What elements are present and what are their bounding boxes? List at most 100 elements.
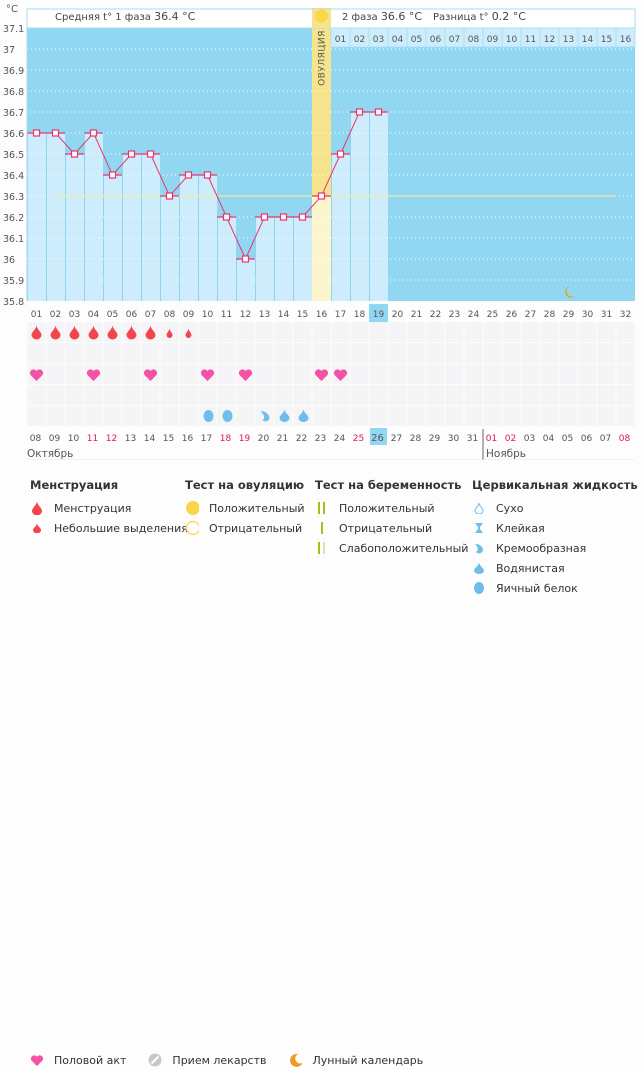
fluid-watery-icon (279, 409, 290, 422)
fluid-egg-white-icon (203, 410, 214, 422)
calendar-date: 30 (448, 434, 460, 444)
symptom-cell (483, 364, 502, 384)
intercourse-heart-icon (200, 369, 215, 381)
symptom-cell (502, 385, 521, 405)
symptom-cell (464, 406, 483, 426)
symptom-cell (464, 322, 483, 342)
drop-large-icon (30, 500, 44, 516)
cycle-day-label: 14 (278, 310, 290, 320)
y-tick-label: 36.8 (3, 87, 24, 98)
symptom-cell (521, 406, 540, 426)
legend-label: Водянистая (496, 561, 565, 575)
symptom-cell (483, 343, 502, 363)
cycle-day-label: 04 (88, 310, 100, 320)
intercourse-heart-icon (29, 369, 44, 381)
legend-item: Небольшие выделения (30, 518, 188, 538)
symptom-cell (27, 385, 46, 405)
phase2-day-label: 04 (392, 35, 404, 45)
calendar-date: 01 (486, 434, 497, 444)
y-tick-label: 36.5 (3, 150, 24, 161)
calendar-date: 05 (562, 434, 573, 444)
cycle-day-label: 26 (506, 310, 518, 320)
symptom-cell (578, 406, 597, 426)
watery-icon (472, 560, 486, 576)
calendar-date: 09 (49, 434, 61, 444)
ovulation-column-lower (312, 196, 331, 301)
temperature-bar (141, 154, 160, 301)
cycle-day-label: 22 (430, 310, 441, 320)
y-tick-label: 37 (3, 45, 15, 56)
legend-label: Яичный белок (496, 581, 578, 595)
calendar-date: 23 (315, 434, 326, 444)
phase2-day-label: 02 (354, 35, 365, 45)
symptom-cell (217, 322, 236, 342)
symptom-cell (141, 406, 160, 426)
symptom-cell (103, 343, 122, 363)
symptom-cell (464, 343, 483, 363)
symptom-cell (236, 343, 255, 363)
temperature-point (374, 108, 383, 116)
heart-icon (30, 1052, 44, 1068)
calendar-date: 29 (429, 434, 441, 444)
symptom-cell (597, 343, 616, 363)
legend-title: Менструация (30, 478, 119, 492)
symptom-cell (616, 322, 635, 342)
symptom-cell (274, 322, 293, 342)
symptom-cell (559, 364, 578, 384)
symptom-cell (559, 406, 578, 426)
symptom-cell (179, 406, 198, 426)
difference-value: 0.2 °C (492, 10, 526, 23)
sticky-icon (472, 520, 486, 536)
temperature-bar (65, 154, 84, 301)
calendar-date: 13 (125, 434, 136, 444)
temperature-bar (160, 196, 179, 301)
temperature-point (355, 108, 364, 116)
symptom-cell (578, 385, 597, 405)
legend-item: Клейкая (472, 518, 638, 538)
creamy-icon (472, 540, 486, 556)
symptom-cell (559, 322, 578, 342)
symptom-cell (65, 364, 84, 384)
phase2-day-label: 15 (601, 35, 612, 45)
symptom-cell (350, 364, 369, 384)
fluid-creamy-icon (260, 411, 270, 422)
symptom-cell (217, 385, 236, 405)
legend-item: Кремообразная (472, 538, 638, 558)
cycle-day-label: 29 (563, 310, 575, 320)
y-tick-label: 35.9 (3, 276, 24, 287)
cycle-day-label: 07 (145, 310, 156, 320)
symptom-cell (483, 406, 502, 426)
symptom-cell (388, 385, 407, 405)
symptom-cell (388, 343, 407, 363)
legend-item: Водянистая (472, 558, 638, 578)
legend-item: Слабоположительный (315, 538, 468, 558)
symptom-cell (597, 406, 616, 426)
calendar-date: 03 (524, 434, 535, 444)
symptom-cell (369, 385, 388, 405)
legend-title: Тест на беременность (315, 478, 462, 492)
legend: Менструация Менструация Небольшие выделе… (0, 474, 644, 1067)
symptom-cell (369, 364, 388, 384)
y-tick-label: 36.3 (3, 192, 24, 203)
phase2-avg-label: 2 фаза 36.6 °C (342, 10, 422, 23)
difference-label: Разница t° 0.2 °C (433, 10, 526, 23)
temperature-point (317, 192, 326, 200)
calendar-date: 21 (277, 434, 288, 444)
symptom-cell (445, 322, 464, 342)
symptom-cell (502, 343, 521, 363)
temperature-bar (350, 112, 369, 301)
sun-outline-icon (185, 520, 199, 536)
cycle-day-label: 19 (373, 310, 385, 320)
calendar-date: 24 (334, 434, 346, 444)
legend-ovulation-test: Тест на овуляцию Положительный Отрицател… (185, 478, 305, 538)
symptom-cell (426, 364, 445, 384)
moon-icon (565, 286, 576, 298)
calendar-date: 31 (467, 434, 478, 444)
intercourse-heart-icon (143, 369, 158, 381)
phase2-avg-value: 36.6 °C (381, 10, 422, 23)
symptom-cell (84, 385, 103, 405)
y-axis-unit: °C (6, 4, 18, 15)
symptom-cell (616, 385, 635, 405)
symptom-cell (369, 343, 388, 363)
drop-small-icon (30, 520, 44, 536)
